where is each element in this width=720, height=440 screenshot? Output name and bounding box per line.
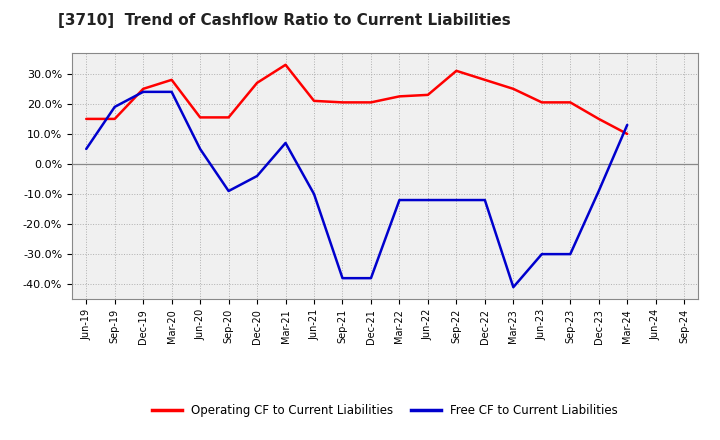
Text: [3710]  Trend of Cashflow Ratio to Current Liabilities: [3710] Trend of Cashflow Ratio to Curren… xyxy=(58,13,510,28)
Legend: Operating CF to Current Liabilities, Free CF to Current Liabilities: Operating CF to Current Liabilities, Fre… xyxy=(148,399,623,422)
